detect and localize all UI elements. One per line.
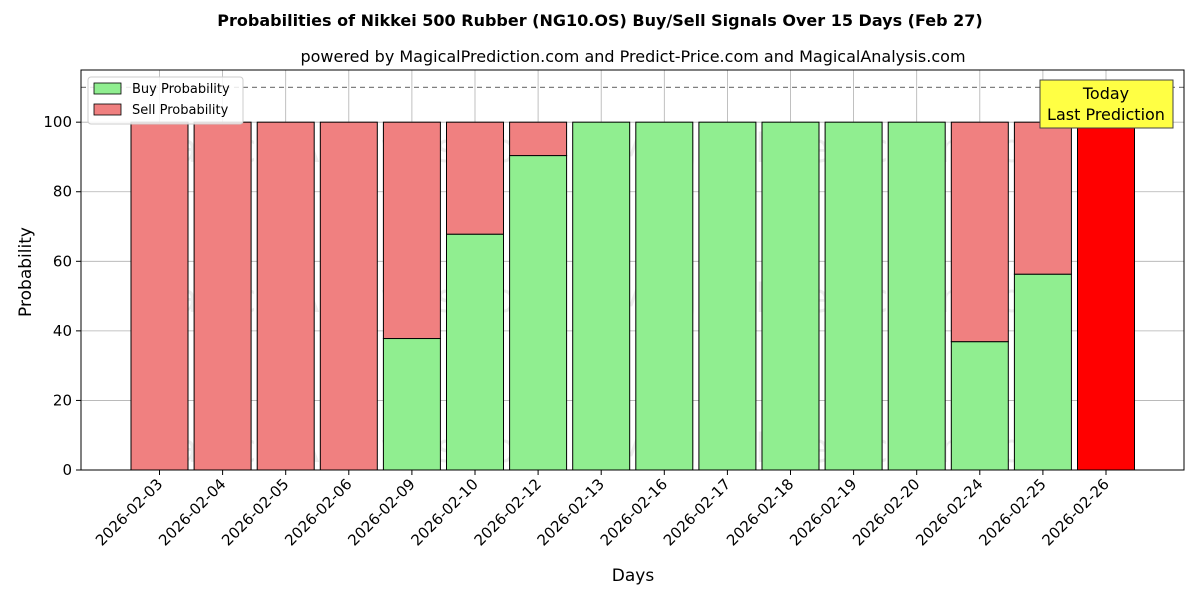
legend: Buy Probability Sell Probability — [87, 76, 244, 125]
bar-sell-2026-02-24 — [950, 121, 1009, 343]
y-tick-label: 80 — [53, 183, 72, 201]
x-tick-label: 2026-02-12 — [471, 475, 545, 549]
bar-buy-2026-02-19 — [824, 121, 883, 471]
x-tick-label: 2026-02-25 — [975, 475, 1049, 549]
x-axis-ticks: 2026-02-032026-02-042026-02-052026-02-06… — [92, 470, 1113, 549]
today-annotation: Today Last Prediction — [1039, 79, 1174, 129]
legend-swatch-buy — [93, 82, 122, 95]
y-tick-label: 0 — [62, 461, 72, 479]
bar-buy-2026-02-24 — [950, 341, 1009, 471]
y-axis-label: Probability — [16, 227, 36, 317]
x-tick-label: 2026-02-10 — [407, 475, 481, 549]
chart-title: Probabilities of Nikkei 500 Rubber (NG10… — [217, 11, 982, 30]
x-axis-label: Days — [612, 566, 655, 586]
bar-sell-2026-02-12 — [509, 121, 568, 157]
x-tick-label: 2026-02-05 — [218, 475, 292, 549]
annotation-line-2: Last Prediction — [1047, 105, 1165, 124]
bar-sell-2026-02-09 — [382, 121, 441, 340]
bar-buy-2026-02-17 — [698, 121, 757, 471]
plot-frame — [80, 69, 1185, 471]
x-tick-label: 2026-02-13 — [534, 475, 608, 549]
annotation-line-1: Today — [1082, 84, 1129, 103]
bar-sell-2026-02-03 — [130, 121, 189, 471]
legend-frame — [87, 76, 244, 125]
bar-buy-2026-02-18 — [761, 121, 820, 471]
legend-swatch-sell — [93, 103, 122, 116]
bar-buy-2026-02-12 — [509, 155, 568, 471]
annotation-box — [1039, 79, 1174, 129]
bar-buy-2026-02-25 — [1013, 273, 1072, 471]
x-tick-label: 2026-02-24 — [912, 475, 986, 549]
x-tick-label: 2026-02-04 — [155, 475, 229, 549]
chart-subtitle: powered by MagicalPrediction.com and Pre… — [300, 47, 965, 66]
bar-buy-2026-02-20 — [887, 121, 946, 471]
bar-buy-2026-02-10 — [446, 233, 504, 471]
x-tick-label: 2026-02-26 — [1038, 475, 1112, 549]
bar-sell-2026-02-10 — [446, 121, 504, 235]
y-tick-label: 60 — [53, 252, 72, 270]
bar-buy-2026-02-09 — [382, 338, 441, 471]
bar-buy-2026-02-16 — [635, 121, 694, 471]
bar-sell-2026-02-26 — [1077, 121, 1135, 471]
y-tick-label: 40 — [53, 322, 72, 340]
x-tick-label: 2026-02-09 — [344, 475, 418, 549]
y-tick-label: 100 — [43, 113, 72, 131]
x-tick-label: 2026-02-17 — [660, 475, 734, 549]
y-axis-ticks: 0 20 40 60 80 100 — [43, 113, 81, 479]
x-tick-label: 2026-02-18 — [723, 475, 797, 549]
x-tick-label: 2026-02-16 — [597, 475, 671, 549]
bar-sell-2026-02-06 — [319, 121, 378, 471]
bar-sell-2026-02-04 — [193, 121, 252, 471]
y-tick-label: 20 — [53, 391, 72, 409]
x-tick-label: 2026-02-20 — [849, 475, 923, 549]
legend-label-buy: Buy Probability — [132, 82, 230, 97]
x-tick-label: 2026-02-19 — [786, 475, 860, 549]
x-tick-label: 2026-02-06 — [281, 475, 355, 549]
bars — [130, 121, 1135, 471]
bar-sell-2026-02-05 — [256, 121, 315, 471]
legend-label-sell: Sell Probability — [132, 103, 229, 118]
x-tick-label: 2026-02-03 — [92, 475, 166, 549]
bar-buy-2026-02-13 — [572, 121, 631, 471]
bar-sell-2026-02-25 — [1013, 121, 1072, 275]
